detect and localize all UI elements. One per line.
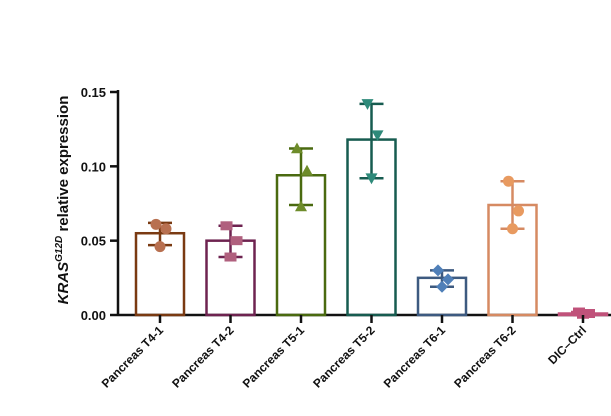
bar-group-5: [416, 264, 468, 323]
data-point-diamond: [432, 264, 444, 277]
data-point-diamond: [442, 273, 454, 286]
bar-group-4: [346, 99, 397, 323]
data-point-circle: [513, 205, 524, 217]
bar-group-2: [205, 221, 256, 323]
y-tick-label: 0.15: [81, 85, 106, 100]
data-point-circle: [150, 218, 162, 230]
y-axis: 0.00 0.05 0.10 0.15: [81, 85, 120, 323]
y-axis-title: KRASG12D relative expression: [54, 96, 72, 305]
y-axis-title-main: KRAS: [55, 262, 72, 305]
bars: [118, 99, 611, 323]
bar-group-7: [557, 307, 609, 323]
data-point-triangle: [361, 99, 374, 110]
data-point-triangle: [371, 130, 384, 142]
bar-group-1: [134, 218, 186, 323]
data-point-triangle: [365, 173, 378, 185]
data-point-circle: [160, 223, 172, 235]
data-point-square: [230, 236, 243, 246]
x-axis-labels: Pancreas T4-1 Pancreas T4-2 Pancreas T5-1 P…: [99, 323, 589, 391]
x-category-label: DIC–Ctrl: [545, 323, 589, 367]
y-tick-label: 0.00: [81, 308, 106, 323]
data-point-triangle: [301, 164, 313, 176]
data-point-circle: [503, 175, 514, 187]
y-tick-label: 0.05: [81, 234, 106, 249]
data-point-square: [577, 309, 589, 319]
y-tick-label: 0.10: [81, 159, 106, 174]
svg-text:KRASG12D relative expression: KRASG12D relative expression: [54, 96, 72, 305]
data-point-square: [220, 221, 233, 231]
bar-group-3: [275, 142, 327, 323]
x-category-label: Pancreas T5-2: [310, 323, 378, 391]
data-point-circle: [154, 241, 166, 253]
y-axis-title-superscript: G12D: [54, 236, 65, 262]
data-point-circle: [507, 223, 518, 235]
x-category-label: Pancreas T6-2: [451, 323, 519, 391]
data-point-triangle: [291, 142, 303, 154]
bar-group-6: [487, 175, 538, 323]
x-category-label: Pancreas T5-1: [240, 323, 308, 391]
x-category-label: Pancreas T4-2: [169, 323, 237, 391]
data-point-square: [224, 252, 237, 262]
x-category-label: Pancreas T4-1: [99, 323, 167, 391]
data-point-diamond: [436, 280, 448, 293]
y-axis-title-rest: relative expression: [55, 96, 72, 236]
x-category-label: Pancreas T6-1: [381, 323, 449, 391]
data-point-triangle: [295, 200, 307, 212]
